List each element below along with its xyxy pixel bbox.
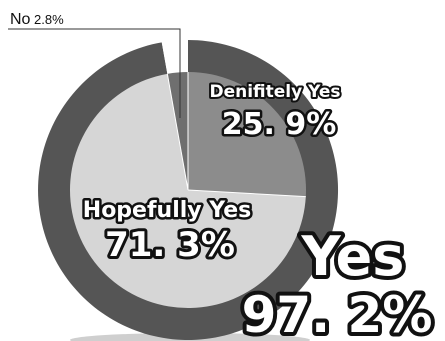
hopefully-yes-label: Hopefully Yes [83, 198, 251, 223]
no-value: 2.8% [34, 12, 64, 27]
definitely-yes-label: Denifitely Yes [209, 82, 340, 102]
inner-slice-denifitely-yes [188, 72, 306, 197]
definitely-yes-value: 25. 9% [222, 107, 337, 142]
hopefully-yes-value: 71. 3% [105, 225, 235, 265]
no-label: No [10, 11, 31, 28]
yes-label: Yes [301, 225, 405, 288]
inner-slice-hopefully-yes [69, 73, 306, 308]
slice-separators [166, 72, 306, 198]
yes-value: 97. 2% [242, 286, 433, 341]
no-leader-line [8, 28, 181, 118]
